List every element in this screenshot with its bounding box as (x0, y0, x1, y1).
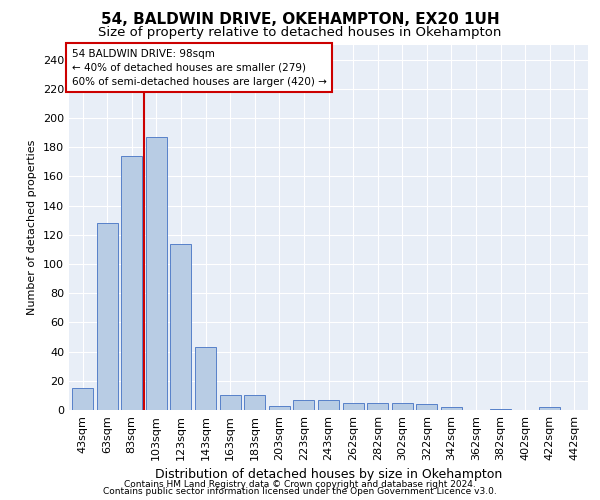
Bar (220, 396, 241, 410)
Bar (146, 137, 167, 410)
Bar (392, 402, 413, 410)
Bar (269, 406, 290, 410)
Bar (367, 402, 388, 410)
Bar (170, 244, 191, 410)
Bar (195, 347, 216, 410)
Text: Contains HM Land Registry data © Crown copyright and database right 2024.: Contains HM Land Registry data © Crown c… (124, 480, 476, 489)
Bar (343, 402, 364, 410)
Text: 54, BALDWIN DRIVE, OKEHAMPTON, EX20 1UH: 54, BALDWIN DRIVE, OKEHAMPTON, EX20 1UH (101, 12, 499, 26)
Bar (293, 400, 314, 410)
Bar (72, 388, 93, 410)
Bar (416, 404, 437, 410)
Bar (244, 396, 265, 410)
Text: Size of property relative to detached houses in Okehampton: Size of property relative to detached ho… (98, 26, 502, 39)
Bar (539, 407, 560, 410)
Bar (441, 407, 462, 410)
Bar (121, 156, 142, 410)
X-axis label: Distribution of detached houses by size in Okehampton: Distribution of detached houses by size … (155, 468, 502, 481)
Text: 54 BALDWIN DRIVE: 98sqm
← 40% of detached houses are smaller (279)
60% of semi-d: 54 BALDWIN DRIVE: 98sqm ← 40% of detache… (71, 48, 326, 86)
Text: Contains public sector information licensed under the Open Government Licence v3: Contains public sector information licen… (103, 487, 497, 496)
Y-axis label: Number of detached properties: Number of detached properties (28, 140, 37, 315)
Bar (490, 408, 511, 410)
Bar (97, 223, 118, 410)
Bar (318, 400, 339, 410)
